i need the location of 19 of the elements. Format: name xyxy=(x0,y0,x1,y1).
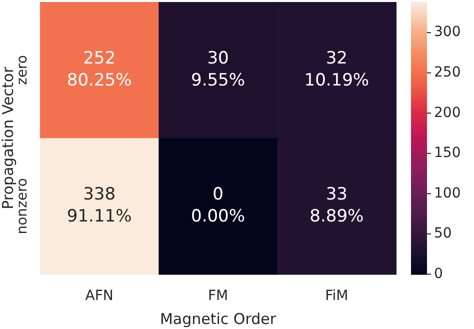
color-bar-label: 250 xyxy=(434,64,461,81)
data-label: 338 91.11% xyxy=(66,184,132,227)
data-label: 252 80.25% xyxy=(66,48,132,90)
data-label: 0 0.00% xyxy=(190,184,246,227)
x-tick-label: FM xyxy=(208,288,228,304)
data-label: 33 8.89% xyxy=(310,184,364,227)
color-bar-label: 100 xyxy=(434,185,461,202)
data-label: 30 9.55% xyxy=(190,48,246,90)
x-axis-title: Magnetic Order xyxy=(160,310,277,328)
color-bar-label: 50 xyxy=(434,226,452,242)
color-bar-label: 0 xyxy=(434,266,443,282)
color-bar-label: 200 xyxy=(434,104,461,121)
y-axis-title: Propagation Vector xyxy=(0,66,17,210)
color-bar-label: 150 xyxy=(434,145,461,162)
data-label: 32 10.19% xyxy=(304,48,370,90)
x-tick-label: AFN xyxy=(85,288,114,304)
y-tick-label: zero xyxy=(14,55,31,86)
color-bar-label: 300 xyxy=(434,24,461,40)
x-tick-label: FiM xyxy=(325,288,348,304)
